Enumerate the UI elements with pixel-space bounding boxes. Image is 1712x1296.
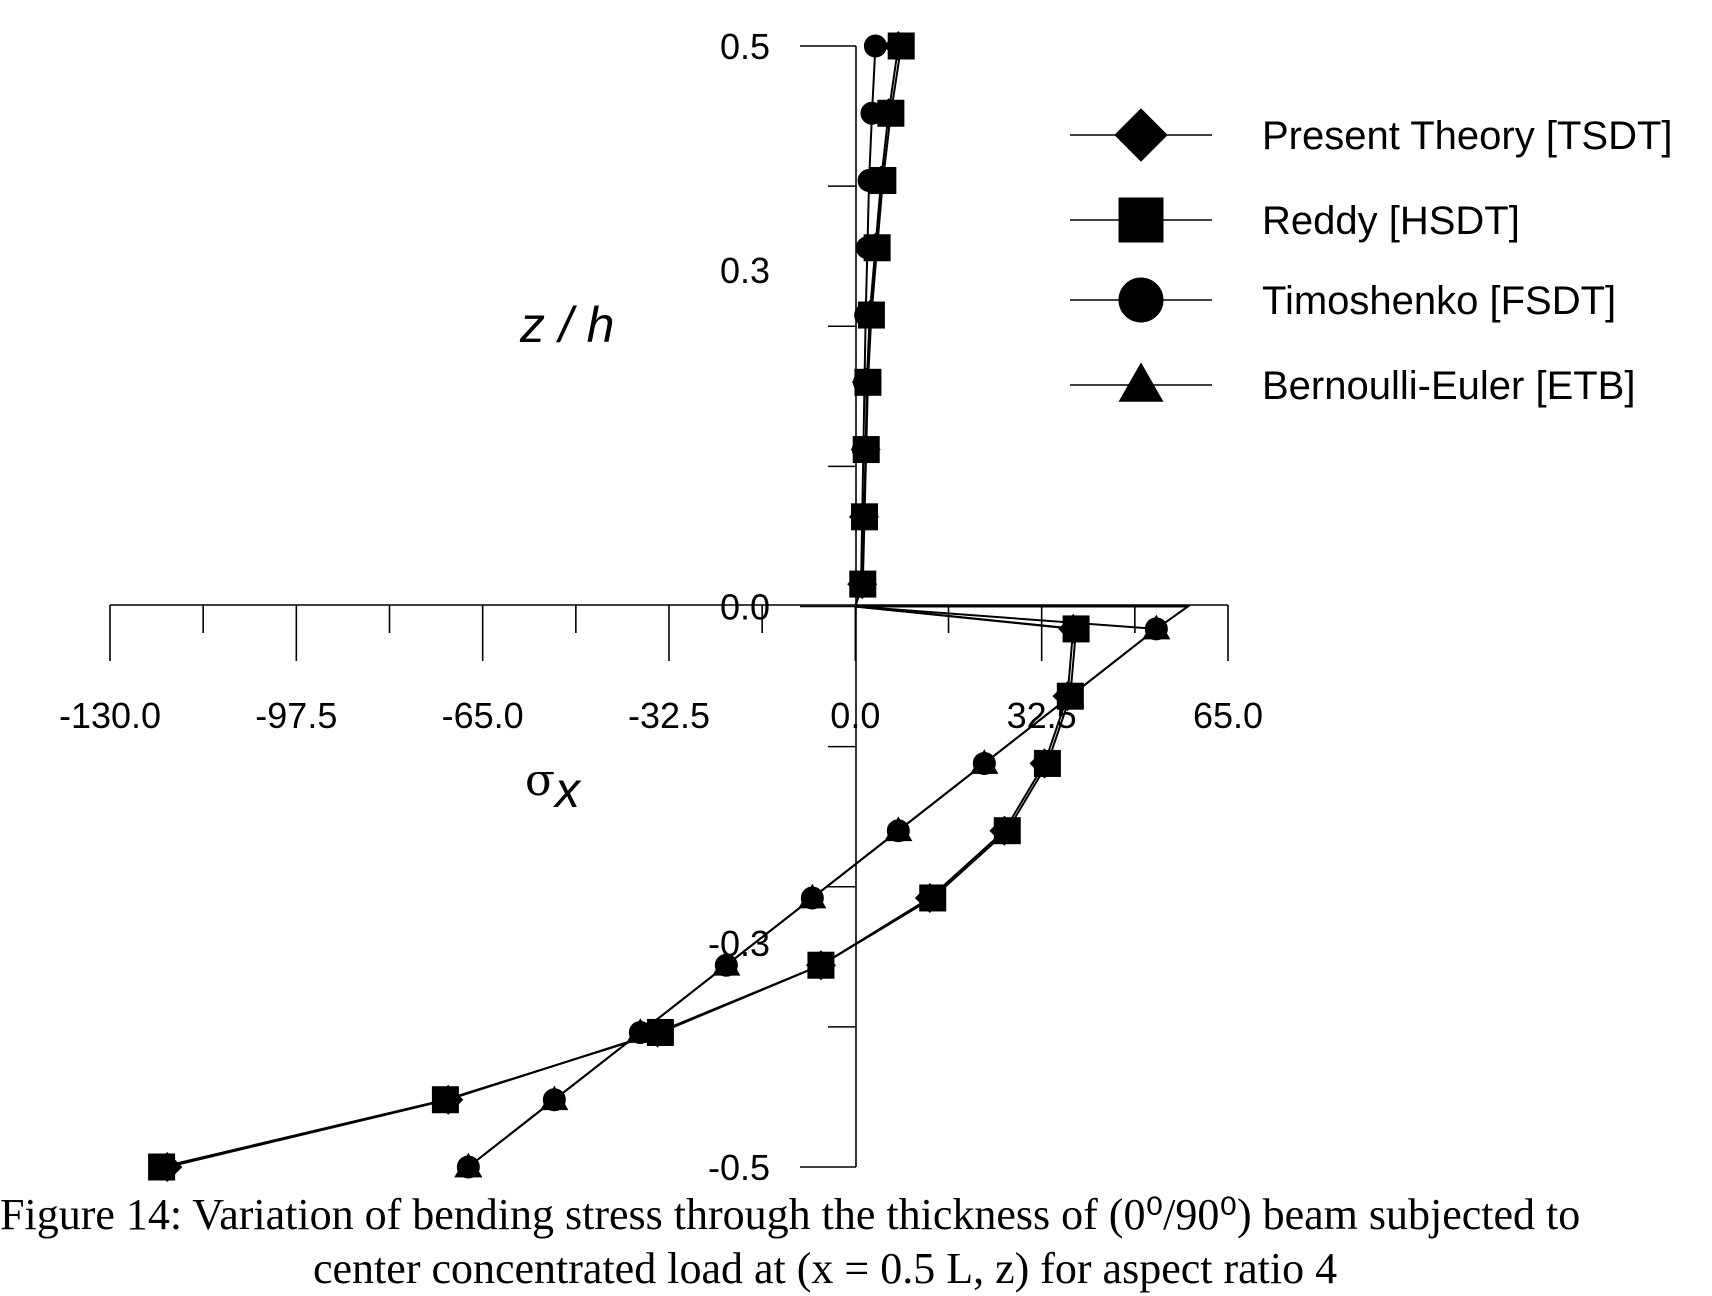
legend-item: Bernoulli-Euler [ETB]: [1070, 362, 1635, 408]
data-point: [854, 368, 882, 396]
data-point: [993, 817, 1021, 845]
caption-line-1: Figure 14: Variation of bending stress t…: [0, 1190, 1581, 1239]
data-point: [849, 570, 877, 598]
x-tick-label: 0.0: [830, 695, 880, 736]
data-point: [863, 34, 887, 58]
x-tick-label: -32.5: [628, 695, 710, 736]
data-point: [877, 99, 905, 127]
data-point: [863, 234, 891, 262]
series-square: [148, 32, 1090, 1181]
data-point: [714, 953, 738, 977]
data-point: [869, 167, 897, 195]
bending-stress-chart: -130.0 -97.5 -65.0 -32.5 0.0 32.5 65.00.50.30.…: [59, 26, 1673, 1188]
data-point: [1033, 749, 1061, 777]
data-point: [1056, 682, 1084, 710]
series-layer: [148, 30, 1192, 1183]
y-tick-label: -0.5: [708, 1147, 770, 1188]
data-point: [1144, 617, 1168, 641]
data-point: [431, 1086, 459, 1114]
data-point: [542, 1088, 566, 1112]
legend: Present Theory [TSDT] Reddy [HSDT] Timoshe…: [1070, 108, 1673, 408]
data-point: [1062, 615, 1090, 643]
caption-line-2: center concentrated load at (x = 0.5 L, …: [313, 1244, 1338, 1293]
legend-label: Timoshenko [FSDT]: [1262, 279, 1616, 323]
data-point: [887, 32, 915, 60]
y-tick-label: -0.3: [708, 923, 770, 964]
figure-caption: Figure 14: Variation of bending stress t…: [0, 1188, 1712, 1296]
legend-item: Timoshenko [FSDT]: [1070, 277, 1616, 323]
data-point: [456, 1155, 480, 1179]
legend-label: Reddy [HSDT]: [1262, 199, 1520, 243]
legend-marker: [1118, 197, 1164, 243]
y-tick-label: 0.0: [720, 587, 770, 628]
data-point: [851, 503, 879, 531]
axes: -130.0 -97.5 -65.0 -32.5 0.0 32.5 65.00.50.30.…: [59, 26, 1263, 1188]
legend-marker: [1114, 108, 1168, 162]
legend-marker: [1118, 362, 1164, 402]
legend-item: Present Theory [TSDT]: [1070, 108, 1673, 162]
data-point: [919, 884, 947, 912]
x-axis-title: σx: [525, 755, 582, 818]
y-axis-title: z / h: [519, 297, 614, 353]
legend-label: Present Theory [TSDT]: [1262, 114, 1673, 158]
data-point: [807, 951, 835, 979]
x-tick-label: -130.0: [59, 695, 161, 736]
legend-item: Reddy [HSDT]: [1070, 197, 1520, 243]
data-point: [800, 886, 824, 910]
data-point: [852, 436, 880, 464]
x-tick-label: 65.0: [1193, 695, 1263, 736]
x-tick-label: -65.0: [442, 695, 524, 736]
data-point: [972, 751, 996, 775]
legend-marker: [1118, 277, 1164, 323]
data-point: [148, 1153, 176, 1181]
legend-label: Bernoulli-Euler [ETB]: [1262, 364, 1635, 408]
data-point: [886, 819, 910, 843]
y-tick-label: 0.3: [720, 250, 770, 291]
data-point: [646, 1018, 674, 1046]
y-tick-label: 0.5: [720, 26, 770, 67]
x-tick-label: -97.5: [255, 695, 337, 736]
data-point: [857, 301, 885, 329]
